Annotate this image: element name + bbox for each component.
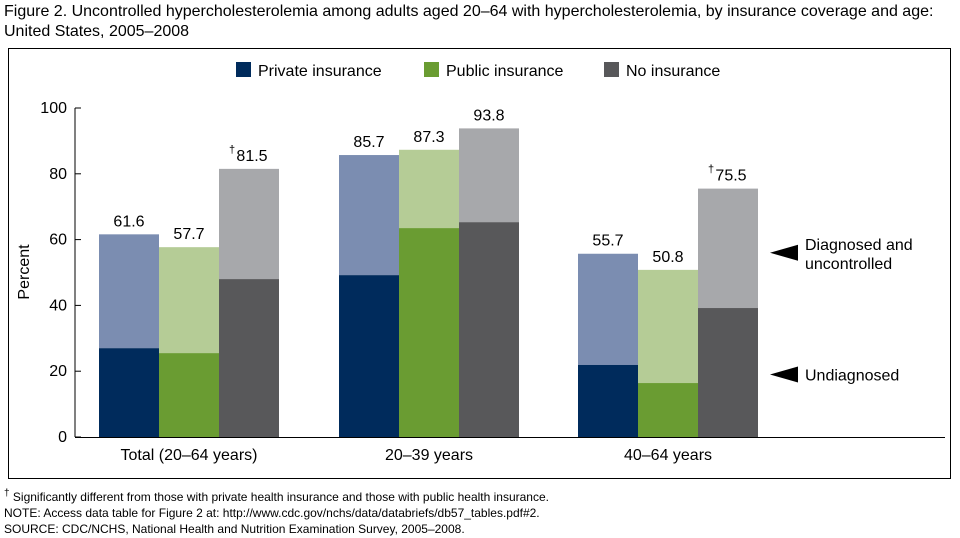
annotation-label: Undiagnosed bbox=[805, 367, 899, 384]
bar-value-label: 55.7 bbox=[592, 233, 623, 250]
bar-diagnosed-uncontrolled bbox=[159, 247, 219, 354]
category-label: 20–39 years bbox=[385, 447, 473, 464]
bar-undiagnosed bbox=[159, 353, 219, 437]
chart-frame bbox=[8, 48, 951, 479]
annotation-label: uncontrolled bbox=[805, 256, 892, 273]
bar-undiagnosed bbox=[399, 228, 459, 437]
note: NOTE: Access data table for Figure 2 at:… bbox=[4, 506, 540, 520]
footnote-text: Significantly different from those with … bbox=[12, 490, 549, 504]
bar-undiagnosed bbox=[459, 222, 519, 437]
bar-value-label: 87.3 bbox=[413, 129, 444, 146]
bar-value-label: 57.7 bbox=[173, 226, 204, 243]
bar-diagnosed-uncontrolled bbox=[578, 253, 638, 365]
arrow-icon bbox=[770, 244, 798, 261]
bar-undiagnosed bbox=[219, 279, 279, 437]
bar-undiagnosed bbox=[99, 348, 159, 437]
bar-value-label: 81.5 bbox=[236, 148, 267, 165]
bar-value-label: 75.5 bbox=[715, 168, 746, 185]
bar-diagnosed-uncontrolled bbox=[638, 269, 698, 384]
legend-label: Private insurance bbox=[258, 63, 382, 80]
y-tick-label: 60 bbox=[49, 232, 67, 249]
dagger-mark: † bbox=[708, 164, 714, 176]
bar-undiagnosed bbox=[638, 383, 698, 437]
bar-diagnosed-uncontrolled bbox=[698, 188, 758, 309]
legend-label: No insurance bbox=[626, 63, 720, 80]
y-tick-label: 0 bbox=[58, 429, 67, 446]
legend-swatch bbox=[236, 62, 251, 77]
y-tick-label: 20 bbox=[49, 363, 67, 380]
y-tick-label: 100 bbox=[40, 100, 67, 117]
category-label: Total (20–64 years) bbox=[121, 447, 258, 464]
bar-diagnosed-uncontrolled bbox=[99, 234, 159, 349]
bar-undiagnosed bbox=[339, 275, 399, 437]
bar-undiagnosed bbox=[698, 308, 758, 437]
bar-diagnosed-uncontrolled bbox=[219, 168, 279, 280]
bar-diagnosed-uncontrolled bbox=[399, 149, 459, 229]
y-tick-label: 80 bbox=[49, 166, 67, 183]
category-label: 40–64 years bbox=[624, 447, 712, 464]
annotation-label: Diagnosed and bbox=[805, 237, 913, 254]
dagger-mark: † bbox=[229, 144, 235, 156]
bar-diagnosed-uncontrolled bbox=[459, 128, 519, 223]
figure-title: Figure 2. Uncontrolled hypercholesterole… bbox=[4, 3, 934, 40]
legend-label: Public insurance bbox=[446, 63, 564, 80]
bar-undiagnosed bbox=[578, 364, 638, 437]
bar-value-label: 85.7 bbox=[353, 134, 384, 151]
bar-value-label: 61.6 bbox=[113, 213, 144, 230]
bar-diagnosed-uncontrolled bbox=[339, 155, 399, 276]
y-axis-label: Percent bbox=[16, 244, 33, 300]
legend-swatch bbox=[424, 62, 439, 77]
figure-notes: † Significantly different from those wit… bbox=[4, 486, 549, 537]
source: SOURCE: CDC/NCHS, National Health and Nu… bbox=[4, 522, 465, 536]
bar-value-label: 93.8 bbox=[473, 107, 504, 124]
dagger-mark: † bbox=[4, 488, 10, 499]
y-tick-label: 40 bbox=[49, 297, 67, 314]
arrow-icon bbox=[770, 366, 798, 383]
footnote: † Significantly different from those wit… bbox=[4, 486, 549, 505]
bar-value-label: 50.8 bbox=[652, 249, 683, 266]
legend-swatch bbox=[604, 62, 619, 77]
